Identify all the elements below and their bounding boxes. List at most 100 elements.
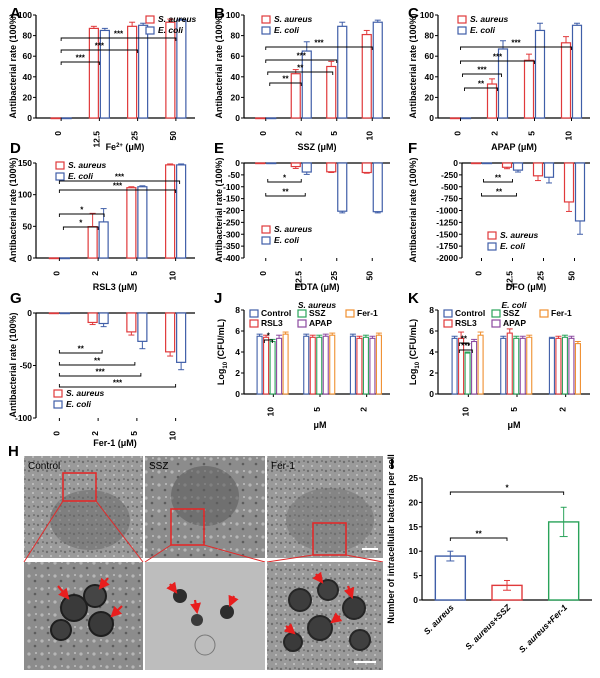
y-tick-label: 0 xyxy=(235,389,240,399)
chart-title: S. aureus xyxy=(298,300,337,310)
bacteria-control xyxy=(50,584,114,641)
x-axis-label: DFO (μM) xyxy=(506,282,547,292)
bar xyxy=(561,336,568,395)
legend-label: E. coli xyxy=(274,235,300,245)
panel-label-a: A xyxy=(10,5,21,22)
bacteria-fer1 xyxy=(283,579,371,652)
scale-bar-bottom xyxy=(354,661,376,663)
bar xyxy=(87,312,98,324)
y-tick-label: 60 xyxy=(231,51,241,61)
y-tick-label: 4 xyxy=(429,347,434,357)
bar xyxy=(369,337,376,395)
x-tick-label: 5 xyxy=(527,131,537,136)
bar xyxy=(513,337,520,395)
y-tick-label: -100 xyxy=(223,182,240,192)
x-axis-label: EDTA (μM) xyxy=(295,282,340,292)
y-label-sub: 10 xyxy=(223,361,229,368)
y-tick-label: 80 xyxy=(23,31,33,41)
sig-bracket xyxy=(58,180,181,184)
bar xyxy=(356,337,363,395)
legend-swatch xyxy=(261,26,271,35)
y-tick-label: -250 xyxy=(441,170,458,180)
bar xyxy=(326,65,337,119)
y-axis-label: Antibacterial rate (100%) xyxy=(214,13,224,118)
chart-f: 0 -250 -500 -750 -1000-1250 -1500 -1750 -2000 An… xyxy=(408,157,590,292)
panel-label-g: G xyxy=(10,290,22,307)
bar xyxy=(548,337,555,395)
bar xyxy=(471,340,478,395)
bacteria-arrow xyxy=(330,612,343,624)
bar xyxy=(255,162,266,165)
bar xyxy=(526,336,533,395)
y-tick-label: 2 xyxy=(235,368,240,378)
y-tick-label: 100 xyxy=(18,10,32,20)
y-tick-label: 0 xyxy=(453,158,458,168)
panel-label-f: F xyxy=(408,140,417,157)
legend-swatch xyxy=(457,26,467,35)
x-label-unit: (μM) xyxy=(123,142,145,152)
sig-bracket xyxy=(265,193,306,197)
bar xyxy=(532,162,544,177)
y-axis-label: Log10 (CFU/mL) xyxy=(216,319,229,385)
legend-label: S. aureus xyxy=(158,14,197,24)
y-axis-label: Antibacterial rate (100%) xyxy=(408,157,418,262)
sig-bracket xyxy=(460,46,572,50)
sig-bracket xyxy=(58,213,105,217)
x-tick-label: 0 xyxy=(53,131,63,136)
y-tick-label: 100 xyxy=(226,10,240,20)
sig-bracket xyxy=(269,82,302,86)
y-tick-label: 20 xyxy=(425,92,435,102)
bar xyxy=(290,162,301,168)
legend-swatch xyxy=(53,400,63,409)
sig-bracket xyxy=(265,59,338,63)
bar xyxy=(266,117,277,120)
sig-label: * xyxy=(267,332,271,341)
y-tick-label: -1750 xyxy=(436,241,458,251)
y-tick-label: 60 xyxy=(425,51,435,61)
x-axis-label: Fer-1 (μM) xyxy=(93,438,137,448)
x-tick-label: 10 xyxy=(564,131,574,141)
bar xyxy=(434,555,467,601)
y-tick-label: -350 xyxy=(223,241,240,251)
legend-swatch xyxy=(491,319,501,328)
bar xyxy=(59,312,70,315)
y-tick-label: 0 xyxy=(27,308,32,318)
x-tick-label: 0 xyxy=(258,131,268,136)
sig-label: *** xyxy=(114,30,124,39)
x-tick-label: 5 xyxy=(329,131,339,136)
x-tick-label: 50 xyxy=(567,271,577,281)
bar xyxy=(87,226,98,259)
legend-label: RSL3 xyxy=(455,318,477,328)
x-axis-label: μM xyxy=(507,420,520,430)
bar xyxy=(309,336,316,395)
legend-label: S. aureus xyxy=(66,388,105,398)
y-tick-label: -1500 xyxy=(436,229,458,239)
bar xyxy=(303,335,310,395)
sig-bracket xyxy=(460,60,535,64)
y-tick-label: 80 xyxy=(425,31,435,41)
y-tick-label: 150 xyxy=(18,158,32,168)
bar xyxy=(506,332,513,395)
legend-label: S. aureus xyxy=(470,14,509,24)
em-panel: Control SSZ Fer-1 xyxy=(23,456,384,670)
bar xyxy=(337,162,348,212)
x-tick-label: 5 xyxy=(312,407,322,412)
bar xyxy=(555,337,562,395)
x-tick-label: 0 xyxy=(51,431,61,436)
sig-label: *** xyxy=(493,53,503,62)
sig-label: ** xyxy=(496,188,503,197)
sig-label: *** xyxy=(297,52,307,61)
x-label-fe: Fe xyxy=(106,142,117,152)
y-tick-label: 40 xyxy=(425,72,435,82)
y-tick-label: -2000 xyxy=(436,253,458,263)
legend-label: S. aureus xyxy=(500,230,539,240)
bar xyxy=(48,257,59,260)
y-tick-label: -400 xyxy=(223,253,240,263)
sig-label: ** xyxy=(282,75,289,84)
x-tick-label: S. aureus+SSZ xyxy=(463,602,513,652)
